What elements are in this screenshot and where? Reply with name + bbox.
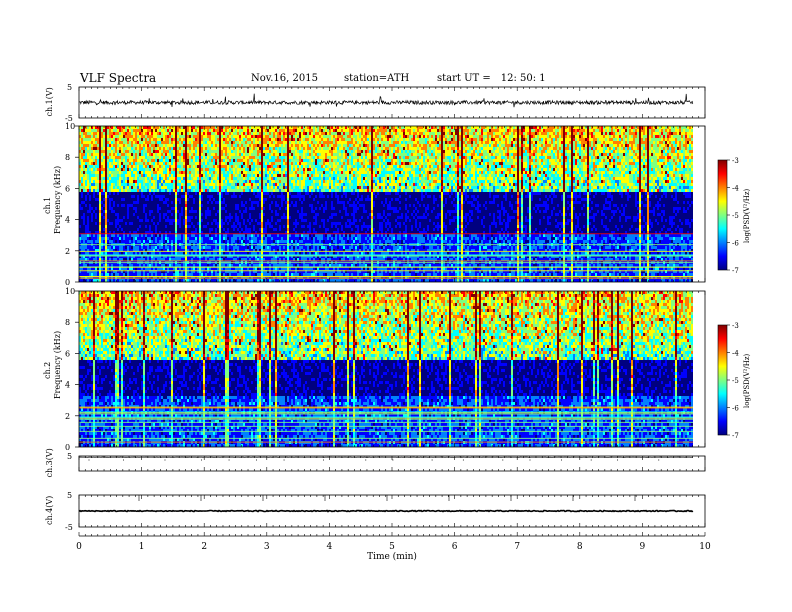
time-tick-label: 2 (201, 542, 207, 552)
time-tick-label: 7 (514, 542, 520, 552)
ch2-spectrogram-colorbar-tick-label: -5 (732, 377, 739, 385)
time-axis-label: Time (min) (367, 551, 417, 562)
ch3-waveform-ytick-label: 5 (67, 452, 72, 461)
ch1-spectrogram-colorbar-tick-label: -7 (732, 267, 739, 275)
ch1-spectrogram-colorbar (718, 160, 727, 270)
vlf-figure: 5-5ch.1(V)0246810ch.1 Frequency (kHz)-3-4… (0, 0, 792, 612)
ch1-spectrogram-colorbar-label: log(PSD(V²/Hz) (743, 188, 751, 243)
time-tick-label: 9 (640, 542, 646, 552)
ch1-spectrogram-colorbar-tick-label: -4 (732, 185, 739, 193)
ch1-spectrogram-ytick-label: 2 (65, 247, 70, 256)
ch1-spectrogram-ytick-label: 8 (65, 153, 70, 162)
ch1-spectrogram-frequency-label: Frequency (kHz) (53, 166, 62, 234)
ch2-spectrogram-ytick-label: 0 (65, 443, 70, 452)
ch2-spectrogram-colorbar-tick-label: -6 (732, 405, 739, 413)
time-tick-label: 4 (327, 542, 333, 552)
ch2-spectrogram-colorbar-tick-label: -3 (732, 322, 739, 330)
ch1-spectrogram-cells (79, 126, 693, 282)
ch1-spectrogram-channel-label: ch.1 (43, 197, 52, 214)
ch2-spectrogram-colorbar (718, 325, 727, 435)
time-tick-label: 1 (139, 542, 145, 552)
ch2-spectrogram-channel-label: ch.2 (43, 362, 52, 379)
ch2-spectrogram-colorbar-tick-label: -7 (732, 432, 739, 440)
ch2-spectrogram-ytick-label: 4 (65, 381, 70, 390)
ch1-spectrogram-colorbar-tick-label: -3 (732, 157, 739, 165)
time-tick-label: 8 (577, 542, 583, 552)
ch2-spectrogram-ytick-label: 2 (65, 412, 70, 421)
ch2-spectrogram-ytick-label: 10 (65, 287, 75, 296)
ch1-spectrogram-ytick-label: 4 (65, 216, 70, 225)
ch1-spectrogram-ytick-label: 10 (65, 122, 75, 131)
ch1-waveform-ylabel: ch.1(V) (45, 87, 54, 116)
ch2-spectrogram-ytick-label: 8 (65, 318, 70, 327)
ch2-spectrogram-colorbar-tick-label: -4 (732, 350, 739, 358)
ch4-waveform-trace (79, 511, 693, 512)
time-tick-label: 5 (389, 542, 395, 552)
ch1-spectrogram-colorbar-tick-label: -5 (732, 212, 739, 220)
ch1-waveform-trace (79, 94, 693, 108)
ch2-spectrogram-ytick-label: 6 (65, 349, 70, 358)
time-tick-label: 3 (264, 542, 270, 552)
time-tick-label: 0 (76, 542, 82, 552)
time-tick-label: 10 (699, 542, 711, 552)
ch4-waveform-ytick-label: -5 (65, 523, 73, 532)
ch1-spectrogram-colorbar-tick-label: -6 (732, 240, 739, 248)
ch1-waveform-ytick-label: 5 (67, 83, 72, 92)
ch1-spectrogram-ytick-label: 0 (65, 278, 70, 287)
time-tick-label: 6 (452, 542, 458, 552)
ch2-spectrogram-cells (79, 291, 693, 447)
ch2-spectrogram-frequency-label: Frequency (kHz) (53, 331, 62, 399)
ch3-waveform-ylabel: ch.3(V) (45, 448, 54, 477)
ch2-spectrogram-colorbar-label: log(PSD(V²/Hz) (743, 353, 751, 408)
ch4-waveform-ytick-label: 5 (67, 491, 72, 500)
ch1-spectrogram-ytick-label: 6 (65, 184, 70, 193)
ch4-waveform-ylabel: ch.4(V) (45, 496, 54, 525)
